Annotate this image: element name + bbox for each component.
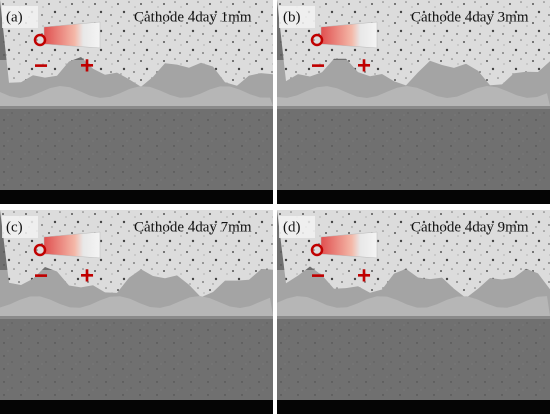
light-layer (277, 210, 550, 298)
panel-label: (d) (283, 219, 301, 235)
footer-bar (0, 190, 273, 204)
footer-bar (277, 400, 550, 414)
plus-sign: + (357, 52, 371, 79)
panel-label: (c) (6, 219, 23, 235)
transition-band (277, 75, 550, 106)
label-box (2, 6, 38, 28)
panel-title: Cathode 4day 1mm (134, 9, 252, 25)
plus-sign: + (80, 52, 94, 79)
transition-band (0, 75, 273, 106)
footer-bar (277, 190, 550, 204)
probe-ring (310, 243, 324, 257)
panel-title: Cathode 4day 7mm (134, 219, 252, 235)
transition-band (277, 285, 550, 316)
label-box (2, 216, 38, 238)
plus-sign: + (357, 262, 371, 289)
interface-line (277, 106, 550, 109)
label-box (279, 216, 315, 238)
panel: (d) Cathode 4day 9mm − + (277, 210, 550, 414)
label-box (279, 6, 315, 28)
panel: (b) Cathode 4day 3mm − + (277, 0, 550, 204)
footer-bar (0, 400, 273, 414)
probe-ring (310, 33, 324, 47)
panel: (c) Cathode 4day 7mm − + (0, 210, 273, 414)
transition-band (0, 285, 273, 316)
light-layer (0, 210, 273, 298)
probe-ring (33, 33, 47, 47)
minus-sign: − (34, 52, 48, 79)
panel: (a) Cathode 4day 1mm − + (0, 0, 273, 204)
panel-label: (a) (6, 9, 23, 25)
minus-sign: − (311, 52, 325, 79)
plus-sign: + (80, 262, 94, 289)
interface-line (0, 106, 273, 109)
interface-line (277, 316, 550, 319)
interface-line (0, 316, 273, 319)
probe-ring (33, 243, 47, 257)
panel-title: Cathode 4day 9mm (411, 219, 529, 235)
light-layer (0, 0, 273, 87)
panel-label: (b) (283, 9, 301, 25)
minus-sign: − (34, 262, 48, 289)
light-layer (277, 0, 550, 86)
minus-sign: − (311, 262, 325, 289)
panel-title: Cathode 4day 3mm (411, 9, 529, 25)
